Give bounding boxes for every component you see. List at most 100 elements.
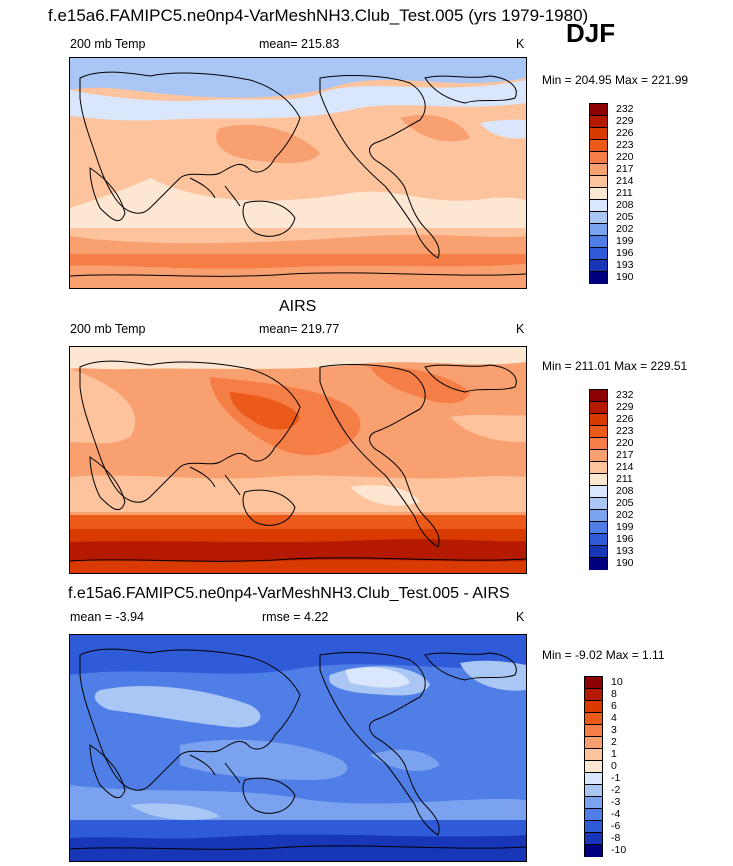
colorbar-label: 217 <box>616 449 634 461</box>
colorbar-swatch <box>584 724 603 736</box>
colorbar-swatch <box>584 760 603 772</box>
map-panel-diff <box>69 634 527 862</box>
colorbar-label: 202 <box>616 509 634 521</box>
panel-obs-variable-label: 200 mb Temp <box>70 322 146 336</box>
colorbar-label: 220 <box>616 151 634 163</box>
colorbar-label: 6 <box>611 700 617 712</box>
colorbar-swatch <box>589 115 608 127</box>
colorbar-swatch <box>589 211 608 223</box>
panel-model-mean-label: mean= 215.83 <box>259 37 340 51</box>
colorbar-swatch <box>589 187 608 199</box>
colorbar-label: 217 <box>616 163 634 175</box>
colorbar-label: 199 <box>616 235 634 247</box>
panel-model-minmax: Min = 204.95 Max = 221.99 <box>542 73 689 87</box>
colorbar-label: 205 <box>616 497 634 509</box>
colorbar-swatch <box>589 127 608 139</box>
colorbar-label: 3 <box>611 724 617 736</box>
colorbar-label: -4 <box>611 808 621 820</box>
colorbar-swatch <box>589 271 608 284</box>
colorbar-swatch <box>589 401 608 413</box>
colorbar-label: 190 <box>616 271 634 283</box>
colorbar-swatch <box>584 820 603 832</box>
colorbar-label: 193 <box>616 259 634 271</box>
colorbar-label: -10 <box>611 844 627 856</box>
colorbar-swatch <box>584 748 603 760</box>
colorbar-label: 199 <box>616 521 634 533</box>
colorbar-label: 229 <box>616 115 634 127</box>
colorbar-label: 232 <box>616 103 634 115</box>
colorbar-swatch <box>589 389 608 401</box>
colorbar-swatch <box>589 199 608 211</box>
colorbar-label: 229 <box>616 401 634 413</box>
map-panel-model <box>69 57 527 289</box>
colorbar-label: 10 <box>611 676 623 688</box>
panel-diff-units: K <box>516 610 525 624</box>
colorbar-label: 223 <box>616 139 634 151</box>
colorbar-label: 4 <box>611 712 617 724</box>
colorbar-swatch <box>589 533 608 545</box>
colorbar-swatch <box>589 425 608 437</box>
colorbar-label: -2 <box>611 784 621 796</box>
colorbar-swatch <box>589 473 608 485</box>
colorbar-swatch <box>584 676 603 688</box>
colorbar-label: 0 <box>611 760 617 772</box>
panel-model-variable-label: 200 mb Temp <box>70 37 146 51</box>
colorbar-swatch <box>584 832 603 844</box>
colorbar-swatch <box>589 223 608 235</box>
season-label: DJF <box>566 18 616 48</box>
panel-obs-units: K <box>516 322 525 336</box>
colorbar-swatch <box>589 545 608 557</box>
colorbar-label: 211 <box>616 187 633 199</box>
colorbar-label: 226 <box>616 413 634 425</box>
colorbar-swatch <box>589 247 608 259</box>
colorbar-swatch <box>584 796 603 808</box>
panel-diff-mean-label: mean = -3.94 <box>70 610 145 624</box>
colorbar-label: 8 <box>611 688 617 700</box>
colorbar-label: 2 <box>611 736 617 748</box>
colorbar-label: 223 <box>616 425 634 437</box>
panel-diff-minmax: Min = -9.02 Max = 1.11 <box>542 648 665 662</box>
colorbar-swatch <box>584 808 603 820</box>
colorbar-label: -8 <box>611 832 621 844</box>
colorbar-swatch <box>589 521 608 533</box>
colorbar-label: 196 <box>616 247 634 259</box>
colorbar-label: -6 <box>611 820 621 832</box>
colorbar-swatch <box>589 139 608 151</box>
colorbar-label: 232 <box>616 389 634 401</box>
map-model-field <box>70 58 526 288</box>
colorbar-label: -3 <box>611 796 621 808</box>
panel-model-units: K <box>516 37 525 51</box>
colorbar-swatch <box>584 772 603 784</box>
colorbar-swatch <box>589 461 608 473</box>
colorbar-swatch <box>589 235 608 247</box>
figure-title: f.e15a6.FAMIPC5.ne0np4-VarMeshNH3.Club_T… <box>48 6 589 25</box>
colorbar-label: 205 <box>616 211 634 223</box>
colorbar-swatch <box>589 151 608 163</box>
panel-obs-minmax: Min = 211.01 Max = 229.51 <box>542 359 688 373</box>
colorbar-swatch <box>589 259 608 271</box>
panel-obs-title: AIRS <box>279 298 317 315</box>
colorbar-label: 214 <box>616 461 634 473</box>
colorbar-swatch <box>589 557 608 570</box>
panel-diff-rmse-label: rmse = 4.22 <box>262 610 329 624</box>
map-diff-field <box>70 635 526 861</box>
colorbar-swatch <box>589 449 608 461</box>
colorbar-label: 211 <box>616 473 633 485</box>
colorbar-swatch <box>589 437 608 449</box>
colorbar-swatch <box>584 700 603 712</box>
colorbar-label: 190 <box>616 557 634 569</box>
panel-obs-mean-label: mean= 219.77 <box>259 322 340 336</box>
colorbar-swatch <box>584 736 603 748</box>
colorbar-label: 208 <box>616 485 634 497</box>
colorbar-label: 220 <box>616 437 634 449</box>
colorbar-label: 1 <box>611 748 617 760</box>
map-panel-obs <box>69 346 527 574</box>
colorbar-swatch <box>589 103 608 115</box>
colorbar-swatch <box>584 712 603 724</box>
colorbar-swatch <box>584 844 603 857</box>
colorbar-swatch <box>589 509 608 521</box>
colorbar-label: 202 <box>616 223 634 235</box>
colorbar-swatch <box>589 497 608 509</box>
colorbar-swatch <box>589 485 608 497</box>
colorbar-swatch <box>584 784 603 796</box>
